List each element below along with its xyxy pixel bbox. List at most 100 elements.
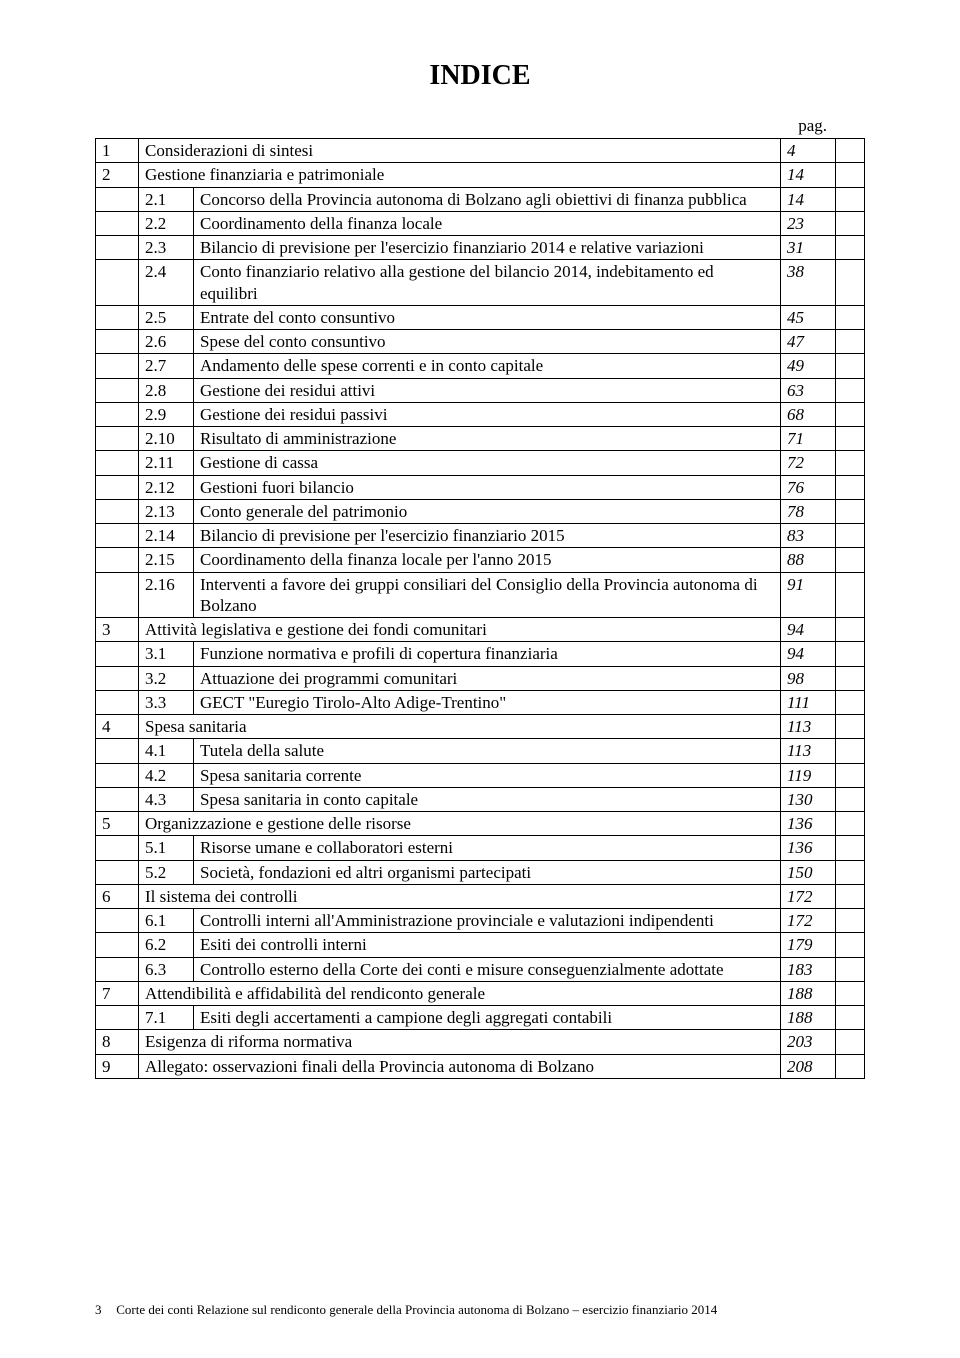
- toc-page-number: 49: [781, 354, 836, 378]
- toc-row: 2.15Coordinamento della finanza locale p…: [96, 548, 865, 572]
- toc-row: 2.5Entrate del conto consuntivo45: [96, 305, 865, 329]
- toc-sub-number: 2.8: [139, 378, 194, 402]
- toc-sub-number: 4.2: [139, 763, 194, 787]
- toc-spacer-cell: [836, 981, 865, 1005]
- toc-indent-cell: [96, 187, 139, 211]
- toc-row: 2.7Andamento delle spese correnti e in c…: [96, 354, 865, 378]
- toc-top-number: 6: [96, 884, 139, 908]
- toc-indent-cell: [96, 524, 139, 548]
- toc-spacer-cell: [836, 548, 865, 572]
- toc-sub-label: Interventi a favore dei gruppi consiliar…: [194, 572, 781, 618]
- toc-row: 1Considerazioni di sintesi4: [96, 139, 865, 163]
- toc-row: 5.1Risorse umane e collaboratori esterni…: [96, 836, 865, 860]
- toc-sub-number: 5.1: [139, 836, 194, 860]
- toc-top-number: 3: [96, 618, 139, 642]
- toc-row: 2.6Spese del conto consuntivo47: [96, 330, 865, 354]
- toc-row: 8Esigenza di riforma normativa203: [96, 1030, 865, 1054]
- toc-page-number: 31: [781, 236, 836, 260]
- toc-indent-cell: [96, 378, 139, 402]
- toc-top-label: Attendibilità e affidabilità del rendico…: [139, 981, 781, 1005]
- toc-page-number: 38: [781, 260, 836, 306]
- toc-sub-label: Gestione di cassa: [194, 451, 781, 475]
- toc-sub-label: Coordinamento della finanza locale per l…: [194, 548, 781, 572]
- toc-row: 3.2Attuazione dei programmi comunitari98: [96, 666, 865, 690]
- toc-spacer-cell: [836, 715, 865, 739]
- toc-sub-label: Spesa sanitaria corrente: [194, 763, 781, 787]
- toc-sub-number: 2.14: [139, 524, 194, 548]
- toc-sub-label: Attuazione dei programmi comunitari: [194, 666, 781, 690]
- toc-row: 4.1Tutela della salute113: [96, 739, 865, 763]
- toc-row: 2.12Gestioni fuori bilancio76: [96, 475, 865, 499]
- toc-indent-cell: [96, 451, 139, 475]
- toc-page-number: 83: [781, 524, 836, 548]
- toc-top-label: Gestione finanziaria e patrimoniale: [139, 163, 781, 187]
- toc-indent-cell: [96, 642, 139, 666]
- toc-page-number: 208: [781, 1054, 836, 1078]
- toc-indent-cell: [96, 330, 139, 354]
- toc-row: 6.1Controlli interni all'Amministrazione…: [96, 909, 865, 933]
- toc-row: 5Organizzazione e gestione delle risorse…: [96, 812, 865, 836]
- toc-page-number: 14: [781, 187, 836, 211]
- toc-row: 9Allegato: osservazioni finali della Pro…: [96, 1054, 865, 1078]
- toc-spacer-cell: [836, 884, 865, 908]
- page-footer: 3 Corte dei conti Relazione sul rendicon…: [95, 1302, 865, 1318]
- toc-row: 3Attività legislativa e gestione dei fon…: [96, 618, 865, 642]
- toc-row: 2.3Bilancio di previsione per l'esercizi…: [96, 236, 865, 260]
- toc-indent-cell: [96, 666, 139, 690]
- toc-page-number: 71: [781, 427, 836, 451]
- toc-spacer-cell: [836, 1006, 865, 1030]
- toc-spacer-cell: [836, 475, 865, 499]
- toc-spacer-cell: [836, 354, 865, 378]
- toc-top-number: 8: [96, 1030, 139, 1054]
- toc-spacer-cell: [836, 211, 865, 235]
- toc-page-number: 188: [781, 1006, 836, 1030]
- toc-sub-number: 2.9: [139, 402, 194, 426]
- toc-row: 2.9Gestione dei residui passivi68: [96, 402, 865, 426]
- toc-sub-number: 2.6: [139, 330, 194, 354]
- toc-sub-label: Coordinamento della finanza locale: [194, 211, 781, 235]
- toc-sub-label: Controlli interni all'Amministrazione pr…: [194, 909, 781, 933]
- toc-indent-cell: [96, 690, 139, 714]
- toc-spacer-cell: [836, 236, 865, 260]
- toc-indent-cell: [96, 427, 139, 451]
- toc-row: 2.13Conto generale del patrimonio78: [96, 499, 865, 523]
- toc-top-label: Spesa sanitaria: [139, 715, 781, 739]
- toc-sub-label: Andamento delle spese correnti e in cont…: [194, 354, 781, 378]
- toc-spacer-cell: [836, 739, 865, 763]
- toc-sub-number: 4.1: [139, 739, 194, 763]
- toc-sub-number: 2.3: [139, 236, 194, 260]
- toc-spacer-cell: [836, 836, 865, 860]
- toc-spacer-cell: [836, 305, 865, 329]
- toc-page-number: 91: [781, 572, 836, 618]
- toc-top-number: 9: [96, 1054, 139, 1078]
- toc-page-number: 111: [781, 690, 836, 714]
- toc-spacer-cell: [836, 163, 865, 187]
- toc-sub-number: 2.10: [139, 427, 194, 451]
- toc-sub-label: Bilancio di previsione per l'esercizio f…: [194, 236, 781, 260]
- toc-sub-label: Entrate del conto consuntivo: [194, 305, 781, 329]
- toc-indent-cell: [96, 957, 139, 981]
- toc-sub-label: GECT "Euregio Tirolo-Alto Adige-Trentino…: [194, 690, 781, 714]
- toc-page-number: 113: [781, 715, 836, 739]
- toc-page-number: 172: [781, 909, 836, 933]
- toc-row: 7Attendibilità e affidabilità del rendic…: [96, 981, 865, 1005]
- footer-page-number: 3: [95, 1302, 113, 1318]
- toc-sub-label: Gestioni fuori bilancio: [194, 475, 781, 499]
- toc-spacer-cell: [836, 763, 865, 787]
- toc-row: 2.2Coordinamento della finanza locale23: [96, 211, 865, 235]
- toc-spacer-cell: [836, 427, 865, 451]
- toc-sub-label: Società, fondazioni ed altri organismi p…: [194, 860, 781, 884]
- toc-sub-number: 6.1: [139, 909, 194, 933]
- toc-row: 2.10Risultato di amministrazione71: [96, 427, 865, 451]
- toc-row: 6Il sistema dei controlli172: [96, 884, 865, 908]
- toc-spacer-cell: [836, 260, 865, 306]
- page-column-header: pag.: [95, 116, 827, 136]
- toc-page-number: 119: [781, 763, 836, 787]
- toc-spacer-cell: [836, 330, 865, 354]
- toc-sub-label: Gestione dei residui attivi: [194, 378, 781, 402]
- toc-page-number: 150: [781, 860, 836, 884]
- toc-spacer-cell: [836, 787, 865, 811]
- toc-sub-number: 2.12: [139, 475, 194, 499]
- toc-sub-number: 3.2: [139, 666, 194, 690]
- toc-page-number: 113: [781, 739, 836, 763]
